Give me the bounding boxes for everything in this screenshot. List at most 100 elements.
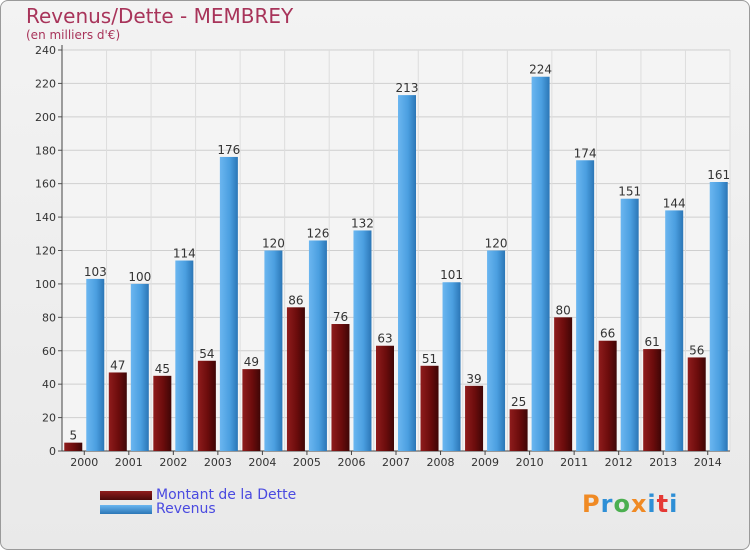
x-tick-label: 2006 (337, 456, 365, 469)
y-tick-label: 200 (35, 111, 56, 124)
data-label-dette: 56 (689, 343, 704, 357)
data-label-revenus: 161 (707, 168, 730, 182)
data-label-revenus: 120 (262, 237, 285, 251)
y-tick-label: 160 (35, 178, 56, 191)
legend-swatch-dette (100, 490, 152, 500)
data-label-dette: 61 (645, 335, 660, 349)
bar-dette (331, 324, 350, 451)
bar-revenus (308, 240, 327, 451)
bar-dette (420, 365, 439, 451)
legend-label-revenus: Revenus (156, 501, 216, 517)
bar-dette (598, 340, 617, 451)
bar-dette (242, 369, 261, 451)
data-label-revenus: 114 (173, 247, 196, 261)
y-tick-label: 20 (42, 412, 56, 425)
data-label-revenus: 101 (440, 268, 463, 282)
x-tick-label: 2014 (694, 456, 722, 469)
bar-dette (509, 409, 528, 451)
data-label-dette: 54 (199, 347, 214, 361)
x-tick-label: 2007 (382, 456, 410, 469)
y-tick-label: 120 (35, 245, 56, 258)
legend-label-dette: Montant de la Dette (156, 487, 297, 503)
y-tick-label: 240 (35, 44, 56, 57)
bar-revenus (264, 250, 283, 451)
logo-letter: x (630, 490, 648, 518)
x-tick-label: 2005 (293, 456, 321, 469)
x-tick-label: 2009 (471, 456, 499, 469)
data-label-dette: 49 (244, 355, 259, 369)
y-tick-label: 180 (35, 144, 56, 157)
data-label-revenus: 176 (217, 143, 240, 157)
bar-dette (376, 345, 394, 451)
data-label-dette: 66 (600, 327, 615, 341)
bar-dette (153, 375, 172, 451)
y-tick-label: 220 (35, 77, 56, 90)
logo-letter: i (647, 490, 657, 518)
bar-dette (643, 349, 662, 451)
data-label-revenus: 213 (396, 81, 419, 95)
y-tick-label: 0 (49, 445, 56, 458)
data-label-dette: 63 (377, 332, 392, 346)
bar-revenus (353, 230, 372, 451)
bar-dette (687, 357, 706, 451)
logo-letter: i (669, 490, 679, 518)
data-label-dette: 25 (511, 395, 526, 409)
bar-revenus (86, 278, 105, 451)
bar-revenus (709, 181, 728, 451)
data-label-dette: 47 (110, 358, 125, 372)
x-tick-label: 2008 (427, 456, 455, 469)
y-tick-label: 40 (42, 378, 56, 391)
x-tick-label: 2011 (560, 456, 588, 469)
data-label-revenus: 151 (618, 185, 641, 199)
logo-letter: t (656, 490, 670, 518)
x-tick-label: 2012 (605, 456, 633, 469)
bar-dette (197, 360, 216, 451)
x-tick-label: 2004 (248, 456, 276, 469)
y-tick-label: 140 (35, 211, 56, 224)
bar-revenus (620, 198, 639, 451)
data-label-dette: 5 (69, 429, 77, 443)
data-label-revenus: 100 (128, 270, 151, 284)
proxiti-logo: Proxiti (582, 490, 678, 518)
y-tick-label: 80 (42, 311, 56, 324)
data-label-dette: 86 (288, 293, 303, 307)
bar-revenus (175, 260, 194, 451)
data-label-revenus: 132 (351, 216, 374, 230)
data-label-revenus: 174 (574, 146, 597, 160)
bar-revenus (531, 76, 550, 451)
bar-revenus (576, 160, 595, 451)
bar-revenus (665, 210, 684, 451)
bar-dette (465, 385, 484, 451)
data-label-dette: 51 (422, 352, 437, 366)
bar-dette (64, 442, 83, 451)
bar-dette (108, 372, 127, 451)
chart-title: Revenus/Dette - MEMBREY (26, 4, 294, 28)
bar-revenus (487, 250, 506, 451)
bar-dette (286, 307, 305, 451)
data-label-revenus: 144 (663, 196, 686, 210)
logo-letter: r (600, 490, 614, 518)
data-label-dette: 80 (555, 303, 570, 317)
y-tick-label: 60 (42, 345, 56, 358)
x-tick-label: 2002 (159, 456, 187, 469)
data-label-revenus: 120 (485, 237, 508, 251)
y-tick-label: 100 (35, 278, 56, 291)
x-tick-label: 2003 (204, 456, 232, 469)
logo-letter: P (582, 490, 601, 518)
data-label-revenus: 126 (306, 226, 329, 240)
x-tick-label: 2001 (115, 456, 143, 469)
bar-revenus (398, 95, 416, 452)
logo-letter: o (613, 490, 631, 518)
data-label-dette: 45 (155, 362, 170, 376)
bar-revenus (442, 282, 461, 451)
legend-swatch-revenus (100, 504, 152, 514)
legend-item-dette: Montant de la Dette (100, 487, 297, 503)
x-tick-label: 2000 (70, 456, 98, 469)
data-label-revenus: 103 (84, 265, 107, 279)
bar-dette (554, 317, 573, 451)
bar-revenus (219, 156, 238, 451)
chart-subtitle: (en milliers d'€) (26, 28, 121, 42)
bar-revenus (130, 283, 149, 451)
data-label-dette: 76 (333, 310, 348, 324)
